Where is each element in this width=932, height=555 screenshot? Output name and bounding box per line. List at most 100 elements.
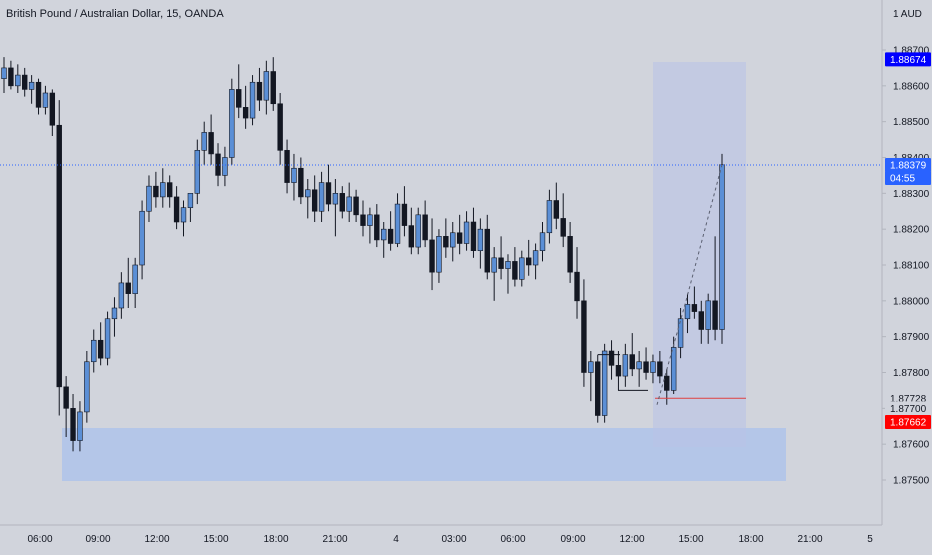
- candle[interactable]: [15, 64, 21, 93]
- candle[interactable]: [215, 143, 221, 187]
- candle[interactable]: [1, 57, 7, 93]
- candle[interactable]: [422, 200, 428, 248]
- candle[interactable]: [49, 89, 56, 136]
- candle[interactable]: [657, 351, 663, 384]
- candle[interactable]: [719, 153, 725, 344]
- candle[interactable]: [387, 211, 394, 251]
- candle[interactable]: [263, 60, 270, 115]
- candle[interactable]: [601, 343, 608, 423]
- candle[interactable]: [415, 207, 421, 255]
- candle[interactable]: [35, 78, 42, 115]
- candle[interactable]: [643, 347, 649, 380]
- candle[interactable]: [56, 100, 62, 416]
- candle[interactable]: [553, 182, 560, 230]
- candle[interactable]: [429, 218, 435, 291]
- candle[interactable]: [277, 93, 283, 165]
- candle[interactable]: [588, 351, 594, 402]
- candle[interactable]: [318, 171, 325, 222]
- candle[interactable]: [139, 200, 145, 280]
- candle[interactable]: [539, 222, 546, 262]
- candle[interactable]: [270, 57, 276, 111]
- candle[interactable]: [166, 175, 173, 208]
- price-tag-last[interactable]: 1.88379: [885, 158, 931, 173]
- candle[interactable]: [325, 164, 332, 212]
- price-tag-low[interactable]: 1.87662: [885, 414, 931, 429]
- candle[interactable]: [622, 343, 629, 387]
- price-tag-level2[interactable]: 1.87700: [885, 401, 931, 416]
- candle[interactable]: [560, 193, 566, 248]
- candle[interactable]: [242, 85, 249, 129]
- candle[interactable]: [160, 168, 166, 208]
- candle[interactable]: [650, 354, 656, 384]
- candle[interactable]: [229, 78, 235, 165]
- candle[interactable]: [505, 254, 511, 294]
- candle[interactable]: [187, 193, 194, 222]
- candle[interactable]: [629, 333, 635, 377]
- candle[interactable]: [381, 222, 387, 258]
- candle[interactable]: [63, 376, 69, 437]
- candle[interactable]: [532, 243, 539, 280]
- candle[interactable]: [311, 175, 318, 222]
- candle[interactable]: [28, 75, 35, 104]
- candle[interactable]: [705, 293, 711, 344]
- candle[interactable]: [222, 146, 228, 187]
- candle[interactable]: [77, 401, 83, 452]
- candle[interactable]: [353, 189, 359, 222]
- candle[interactable]: [339, 186, 345, 219]
- candle[interactable]: [401, 186, 408, 237]
- candle[interactable]: [70, 394, 76, 452]
- candle[interactable]: [194, 139, 201, 205]
- candle[interactable]: [574, 247, 580, 319]
- candle[interactable]: [491, 247, 497, 301]
- candle[interactable]: [484, 214, 490, 280]
- candle[interactable]: [691, 286, 698, 319]
- candle[interactable]: [91, 329, 97, 373]
- candle[interactable]: [712, 236, 718, 341]
- candle[interactable]: [512, 247, 518, 287]
- candle[interactable]: [677, 308, 684, 359]
- candle[interactable]: [525, 239, 532, 276]
- candle[interactable]: [346, 182, 352, 222]
- candle[interactable]: [236, 64, 242, 119]
- candle[interactable]: [173, 186, 180, 230]
- candle[interactable]: [519, 250, 525, 287]
- price-tag-high[interactable]: 1.88674: [885, 52, 931, 67]
- candle[interactable]: [104, 311, 111, 366]
- candle[interactable]: [298, 157, 304, 205]
- candle[interactable]: [305, 179, 311, 219]
- candle[interactable]: [450, 222, 456, 262]
- candle[interactable]: [567, 222, 573, 283]
- candle[interactable]: [408, 207, 415, 255]
- candle[interactable]: [180, 200, 187, 237]
- candle[interactable]: [684, 293, 691, 334]
- candle[interactable]: [208, 114, 214, 165]
- candle[interactable]: [546, 189, 553, 244]
- candle[interactable]: [146, 175, 152, 222]
- candle[interactable]: [498, 236, 504, 280]
- candle[interactable]: [595, 354, 601, 423]
- candle[interactable]: [698, 300, 704, 344]
- candle[interactable]: [436, 229, 442, 283]
- candle[interactable]: [284, 139, 290, 194]
- candle[interactable]: [153, 171, 159, 208]
- candle[interactable]: [22, 67, 28, 97]
- candle[interactable]: [470, 207, 477, 258]
- candle[interactable]: [201, 121, 207, 165]
- candle[interactable]: [249, 75, 256, 126]
- candle[interactable]: [636, 351, 642, 387]
- candle[interactable]: [132, 257, 138, 308]
- candle[interactable]: [291, 153, 297, 201]
- candle[interactable]: [581, 279, 587, 387]
- candle[interactable]: [118, 272, 125, 319]
- candle[interactable]: [456, 214, 463, 255]
- candle[interactable]: [443, 218, 449, 258]
- candle[interactable]: [615, 351, 622, 391]
- candle[interactable]: [463, 211, 470, 251]
- candle[interactable]: [367, 207, 373, 244]
- candle[interactable]: [477, 218, 484, 269]
- candle[interactable]: [394, 193, 401, 248]
- candle[interactable]: [8, 60, 14, 90]
- candle[interactable]: [608, 340, 615, 380]
